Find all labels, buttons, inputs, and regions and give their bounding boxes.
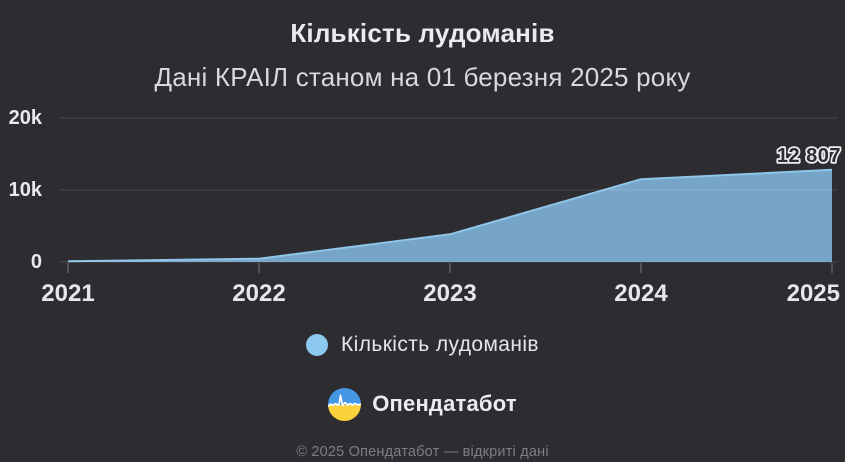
page-title: Кількість лудоманів [290,18,555,48]
x-axis-label-2023: 2023 [423,280,477,307]
opendatabot-logo-icon [328,387,362,421]
value-annotation: 12 807 [777,145,841,167]
area-line [67,168,833,263]
chart-legend: Кількість лудоманів [0,332,845,358]
x-axis-label-2025: 2025 [786,280,840,307]
brand-name: Опендатабот [372,391,517,416]
x-axis-label-2024: 2024 [614,280,668,307]
legend-series-dot-icon [306,334,329,356]
x-axis-label-2021: 2021 [41,280,95,307]
footer-copyright: © 2025 Опендатабот — відкриті дані [296,444,549,460]
y-axis-label-10k: 10k [8,179,42,201]
y-axis-label-20k: 20k [8,107,42,129]
gridlines [60,117,838,263]
x-axis-label-2022: 2022 [232,280,286,307]
brand-row: Опендатабот [0,387,845,421]
legend-series-label: Кількість лудоманів [341,333,539,356]
area-fill [68,169,832,262]
x-axis-ticks [67,263,833,273]
page-subtitle: Дані КРАІЛ станом на 01 березня 2025 рок… [154,62,691,92]
y-axis-label-0: 0 [30,251,42,273]
